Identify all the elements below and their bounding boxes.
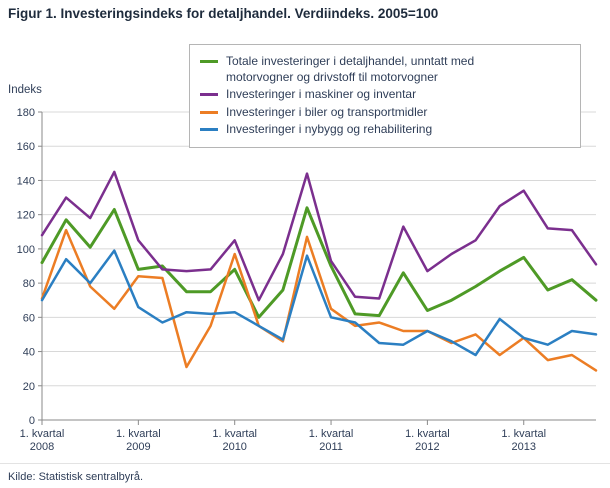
x-tick-label-quarter: 1. kvartal xyxy=(212,428,257,440)
figure-title: Figur 1. Investeringsindeks for detaljha… xyxy=(8,6,439,21)
y-tick-label: 140 xyxy=(17,175,35,187)
x-tick-label-year: 2009 xyxy=(126,441,150,453)
legend-marker-line xyxy=(200,110,218,114)
legend: Totale investeringer i detaljhandel, unn… xyxy=(189,44,581,148)
y-tick-label: 160 xyxy=(17,141,35,153)
series-line-nybygg-rehabilitering xyxy=(40,249,598,357)
x-tick-label-year: 2008 xyxy=(30,441,54,453)
x-tick-label-year: 2011 xyxy=(319,441,343,453)
x-tick-label-quarter: 1. kvartal xyxy=(501,428,546,440)
legend-label: Investeringer i nybygg og rehabilitering xyxy=(226,122,433,137)
series-line-maskiner-inventar xyxy=(40,170,598,302)
y-tick-label: 20 xyxy=(23,381,35,393)
x-tick-label-year: 2012 xyxy=(415,441,439,453)
y-tick-label: 80 xyxy=(23,278,35,290)
x-tick-label-quarter: 1. kvartal xyxy=(405,428,450,440)
legend-item-nybygg-rehabilitering: Investeringer i nybygg og rehabilitering xyxy=(200,122,570,138)
series-line-totale-detaljhandel xyxy=(40,206,598,319)
y-tick-label: 40 xyxy=(23,347,35,359)
legend-marker-line xyxy=(200,128,218,132)
y-tick-label: 0 xyxy=(29,415,35,427)
legend-label: Investeringer i biler og transportmidler xyxy=(226,104,428,119)
x-tick-label-year: 2013 xyxy=(511,441,535,453)
x-tick-label-year: 2010 xyxy=(222,441,246,453)
legend-marker-line xyxy=(200,93,218,97)
legend-item-maskiner-inventar: Investeringer i maskiner og inventar xyxy=(200,87,570,103)
y-axis-title: Indeks xyxy=(8,84,42,96)
x-tick-label-quarter: 1. kvartal xyxy=(309,428,354,440)
y-tick-label: 100 xyxy=(17,244,35,256)
legend-item-biler-transportmidler: Investeringer i biler og transportmidler xyxy=(200,105,570,121)
legend-label: Totale investeringer i detaljhandel, unn… xyxy=(226,54,475,84)
source-note: Kilde: Statistisk sentralbyrå. xyxy=(8,471,144,483)
x-tick-label-quarter: 1. kvartal xyxy=(20,428,65,440)
y-tick-label: 60 xyxy=(23,312,35,324)
y-tick-label: 120 xyxy=(17,210,35,222)
series-line-biler-transportmidler xyxy=(40,228,598,372)
y-tick-label: 180 xyxy=(17,107,35,119)
legend-item-totale-detaljhandel: Totale investeringer i detaljhandel, unn… xyxy=(200,54,570,85)
legend-label: Investeringer i maskiner og inventar xyxy=(226,87,417,102)
legend-marker-line xyxy=(200,60,218,63)
x-tick-label-quarter: 1. kvartal xyxy=(116,428,161,440)
footer-divider: Kilde: Statistisk sentralbyrå. xyxy=(0,463,610,483)
